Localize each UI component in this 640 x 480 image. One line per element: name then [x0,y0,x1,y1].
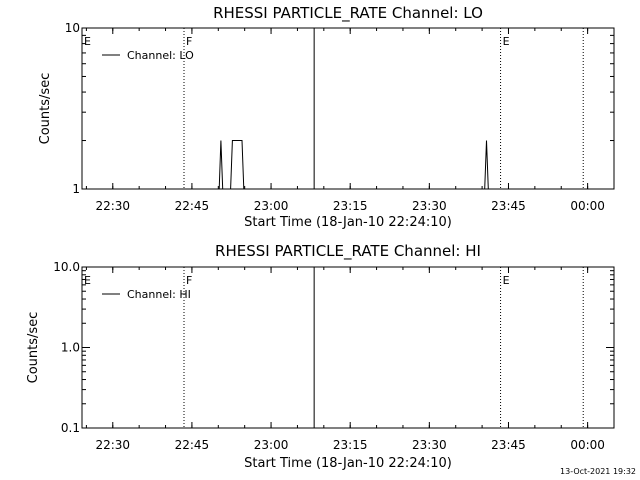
x-tick-label: 23:45 [491,199,526,213]
y-axis-label: Counts/sec [38,73,53,145]
plot-frame [81,27,615,190]
hi-channel-panel: RHESSI PARTICLE_RATE Channel: HI Start Ti… [26,242,615,471]
chart-title: RHESSI PARTICLE_RATE Channel: HI [215,242,481,261]
series-line [218,140,245,190]
x-tick-label: 23:30 [412,199,447,213]
annotation-label: F [186,35,192,48]
lo-channel-panel: RHESSI PARTICLE_RATE Channel: LO Start Ti… [38,4,615,230]
y-tick-label: 10 [65,21,80,35]
annotation-label: F [186,274,192,287]
x-tick-label: 23:00 [254,199,289,213]
annotation-label: E [503,274,510,287]
annotation-label: E [84,35,91,48]
x-tick-label: 22:30 [95,438,130,452]
x-tick-label: 23:30 [412,438,447,452]
x-tick-label: 00:00 [570,438,605,452]
x-tick-label: 23:45 [491,438,526,452]
x-tick-label: 22:30 [95,199,130,213]
x-tick-label: 22:45 [175,199,210,213]
annotation-label: E [503,35,510,48]
y-tick-label: 0.1 [61,421,80,435]
x-tick-label: 22:45 [175,438,210,452]
legend-label: Channel: HI [127,288,191,301]
y-axis-label: Counts/sec [26,312,41,384]
x-tick-label: 23:15 [333,199,368,213]
y-tick-label: 1 [72,182,80,196]
chart-title: RHESSI PARTICLE_RATE Channel: LO [213,4,483,23]
legend-label: Channel: LO [127,49,194,62]
x-axis-label: Start Time (18-Jan-10 22:24:10) [244,215,452,230]
y-tick-label: 10.0 [53,260,80,274]
x-tick-label: 23:15 [333,438,368,452]
x-axis-label: Start Time (18-Jan-10 22:24:10) [244,456,452,471]
y-tick-label: 1.0 [61,341,80,355]
x-tick-label: 00:00 [570,199,605,213]
x-tick-label: 23:00 [254,438,289,452]
series-line [484,140,489,190]
annotation-label: E [84,274,91,287]
generation-timestamp: 13-Oct-2021 19:32 [560,467,636,476]
